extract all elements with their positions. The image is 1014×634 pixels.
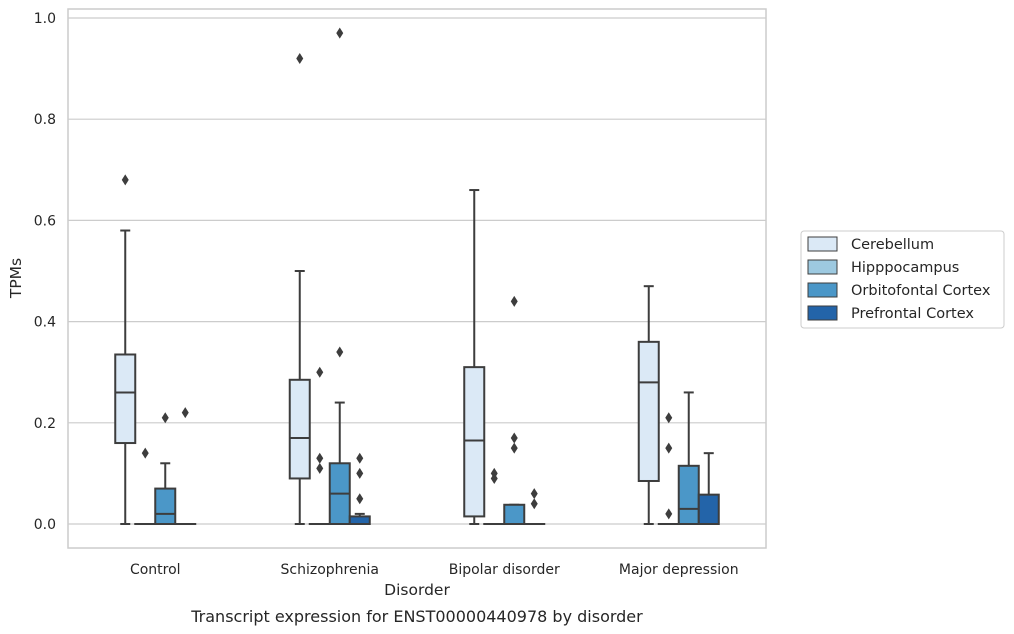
outlier-point	[510, 432, 518, 444]
box-body	[154, 487, 177, 525]
y-tick-label: 0.4	[34, 315, 56, 331]
legend-label: Orbitofontal Cortex	[851, 283, 991, 299]
box-cerebellum	[463, 189, 486, 525]
box-body	[677, 464, 700, 525]
legend-label: Hipppocampus	[851, 260, 959, 276]
outlier-point	[665, 442, 673, 454]
outlier-point	[490, 472, 498, 484]
x-tick-label: Schizophrenia	[281, 562, 379, 578]
box-hipppocampus	[657, 412, 680, 526]
box-body	[463, 366, 486, 518]
outlier-point	[665, 508, 673, 520]
legend-label: Prefrontal Cortex	[851, 306, 974, 322]
outlier-point	[356, 467, 364, 479]
box-cerebellum	[637, 285, 660, 525]
x-axis-label: Disorder	[384, 581, 450, 599]
box-body	[348, 515, 371, 525]
outlier-point	[665, 412, 673, 424]
box-orbitofontal-cortex	[503, 295, 526, 526]
box-cerebellum	[288, 52, 311, 525]
box-prefrontal-cortex	[174, 407, 197, 526]
boxplot-layer	[114, 27, 720, 526]
outlier-point	[336, 346, 344, 358]
legend-label: Cerebellum	[851, 237, 934, 253]
outlier-point	[336, 27, 344, 39]
outlier-point	[316, 462, 324, 474]
legend-swatch	[807, 282, 838, 298]
box-body	[114, 353, 137, 445]
outlier-point	[510, 442, 518, 454]
x-tick-label: Bipolar disorder	[449, 562, 560, 578]
outlier-point	[181, 407, 189, 419]
box-orbitofontal-cortex	[677, 391, 700, 525]
x-tick-label: Major depression	[619, 562, 739, 578]
outlier-point	[510, 295, 518, 307]
gridlines	[68, 17, 766, 525]
box-hipppocampus	[134, 447, 157, 526]
legend: Cerebellum Hipppocampus Orbitofontal Corte…	[800, 230, 1005, 329]
outlier-point	[530, 488, 538, 500]
outlier-point	[141, 447, 149, 459]
box-body	[288, 378, 311, 480]
legend-swatch	[807, 236, 838, 252]
box-body	[637, 340, 660, 482]
y-tick-label: 0.8	[34, 112, 56, 128]
box-prefrontal-cortex	[523, 488, 546, 526]
box-hipppocampus	[308, 366, 331, 526]
box-orbitofontal-cortex	[154, 412, 177, 525]
x-tick-labels: Control Schizophrenia Bipolar disorder Majo…	[130, 562, 739, 578]
box-prefrontal-cortex	[348, 452, 371, 525]
outlier-point	[530, 498, 538, 510]
box-body	[503, 503, 526, 526]
outlier-point	[356, 493, 364, 505]
y-tick-labels: 0.0 0.2 0.4 0.6 0.8 1.0	[34, 11, 56, 533]
outlier-point	[316, 452, 324, 464]
outlier-point	[121, 174, 129, 186]
box-body	[697, 493, 720, 526]
legend-swatch	[807, 259, 838, 275]
chart-caption: Transcript expression for ENST0000044097…	[190, 607, 643, 626]
plot-frame	[67, 8, 767, 549]
x-tick-label: Control	[130, 562, 181, 578]
y-tick-label: 0.6	[34, 213, 56, 229]
outlier-point	[296, 52, 304, 64]
box-orbitofontal-cortex	[328, 27, 351, 525]
y-tick-label: 0.2	[34, 416, 56, 432]
legend-frame	[800, 230, 1005, 329]
y-tick-label: 0.0	[34, 517, 56, 533]
box-cerebellum	[114, 174, 137, 525]
y-axis-label: TPMs	[7, 258, 25, 299]
box-prefrontal-cortex	[697, 452, 720, 526]
outlier-point	[316, 366, 324, 378]
outlier-point	[356, 452, 364, 464]
y-tick-label: 1.0	[34, 11, 56, 27]
box-hipppocampus	[483, 467, 506, 526]
legend-swatch	[807, 305, 838, 321]
outlier-point	[161, 412, 169, 424]
